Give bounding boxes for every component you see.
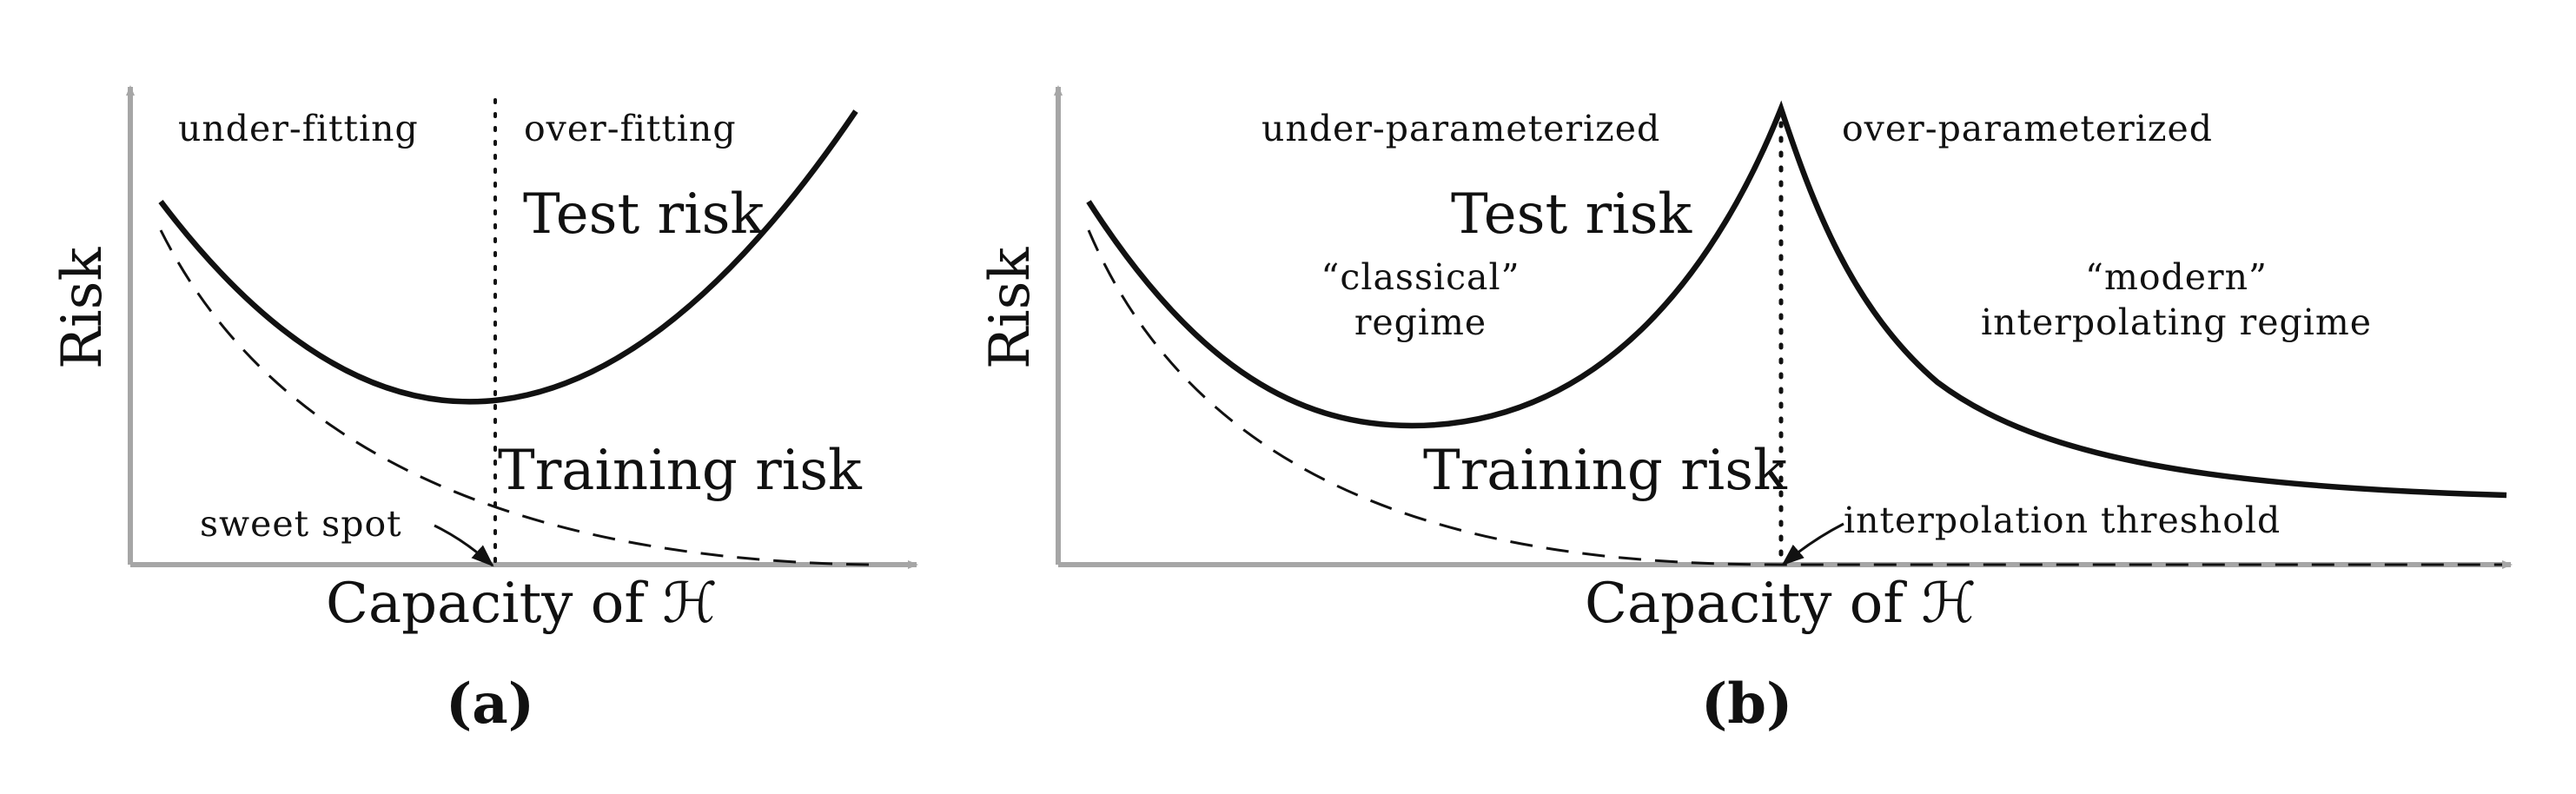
- panel-b: under-parameterized over-parameterized T…: [978, 85, 2513, 737]
- panel-b-interpolation-threshold-arrow: [1781, 522, 1844, 566]
- panel-a-x-axis-title: Capacity of ℋ: [326, 572, 718, 636]
- panel-a: under-fitting over-fitting Test risk Tra…: [50, 85, 918, 737]
- panel-a-region-left-label: under-fitting: [178, 108, 419, 149]
- panel-b-training-risk-label: Training risk: [1423, 439, 1788, 503]
- panel-b-classical-regime-line2: regime: [1354, 301, 1487, 343]
- panel-a-test-risk-curve: [158, 109, 858, 405]
- panel-a-test-risk-label: Test risk: [523, 182, 765, 247]
- panel-a-sweet-spot-label: sweet spot: [200, 503, 402, 545]
- panel-a-region-right-label: over-fitting: [524, 108, 737, 149]
- panel-b-region-left-label: under-parameterized: [1262, 108, 1660, 149]
- panel-a-sweet-spot-arrow: [434, 524, 494, 567]
- panel-b-training-risk-curve: [1087, 229, 2502, 566]
- panel-b-modern-regime-line2: interpolating regime: [1981, 301, 2372, 343]
- panel-a-training-risk-curve: [159, 229, 870, 566]
- panel-b-y-axis-title: Risk: [978, 247, 1043, 370]
- panel-b-label: (b): [1701, 672, 1792, 737]
- panel-b-test-risk-curve: [1086, 100, 2507, 499]
- panel-b-region-right-label: over-parameterized: [1842, 108, 2213, 149]
- panel-b-test-risk-label: Test risk: [1451, 182, 1692, 247]
- panel-a-label: (a): [446, 672, 534, 737]
- panel-a-training-risk-label: Training risk: [498, 439, 863, 503]
- panel-b-modern-regime-line1: “modern”: [2085, 256, 2268, 298]
- panel-b-interpolation-threshold-label: interpolation threshold: [1844, 500, 2281, 541]
- panel-a-y-axis-title: Risk: [50, 247, 115, 370]
- panel-b-x-axis-title: Capacity of ℋ: [1585, 572, 1977, 636]
- panel-b-classical-regime-line1: “classical”: [1321, 256, 1520, 298]
